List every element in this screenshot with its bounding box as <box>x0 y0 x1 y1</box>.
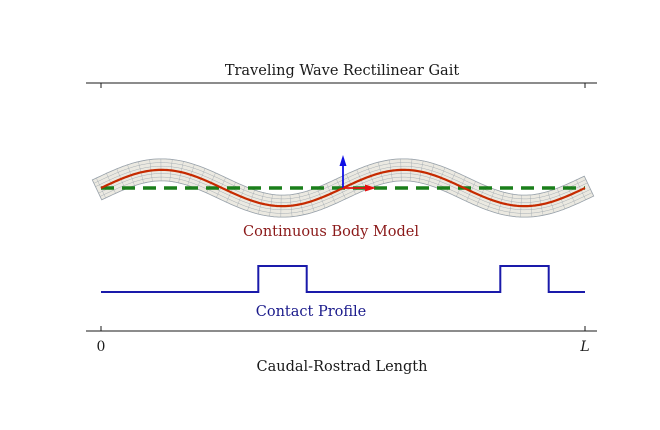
body-model-label: Continuous Body Model <box>243 224 419 240</box>
x-axis-label: Caudal-Rostrad Length <box>257 359 428 375</box>
body-mesh-longitudinal-line <box>93 162 587 200</box>
tick-label-start: 0 <box>97 339 106 355</box>
body-mesh-longitudinal-line <box>92 158 585 196</box>
contact-profile-line <box>101 265 585 293</box>
tick-label-end: L <box>579 339 589 355</box>
body-mesh-longitudinal-line <box>98 173 591 211</box>
body-mesh-longitudinal-line <box>99 176 593 214</box>
figure-title: Traveling Wave Rectilinear Gait <box>225 63 460 79</box>
contact-profile-label: Contact Profile <box>256 304 367 320</box>
frame-x-arrowhead <box>365 184 376 192</box>
body-mesh-longitudinal-line <box>95 165 588 203</box>
frame-y-arrowhead <box>339 155 347 166</box>
body-frame <box>339 155 376 192</box>
body-mesh-longitudinal-line <box>101 180 594 218</box>
